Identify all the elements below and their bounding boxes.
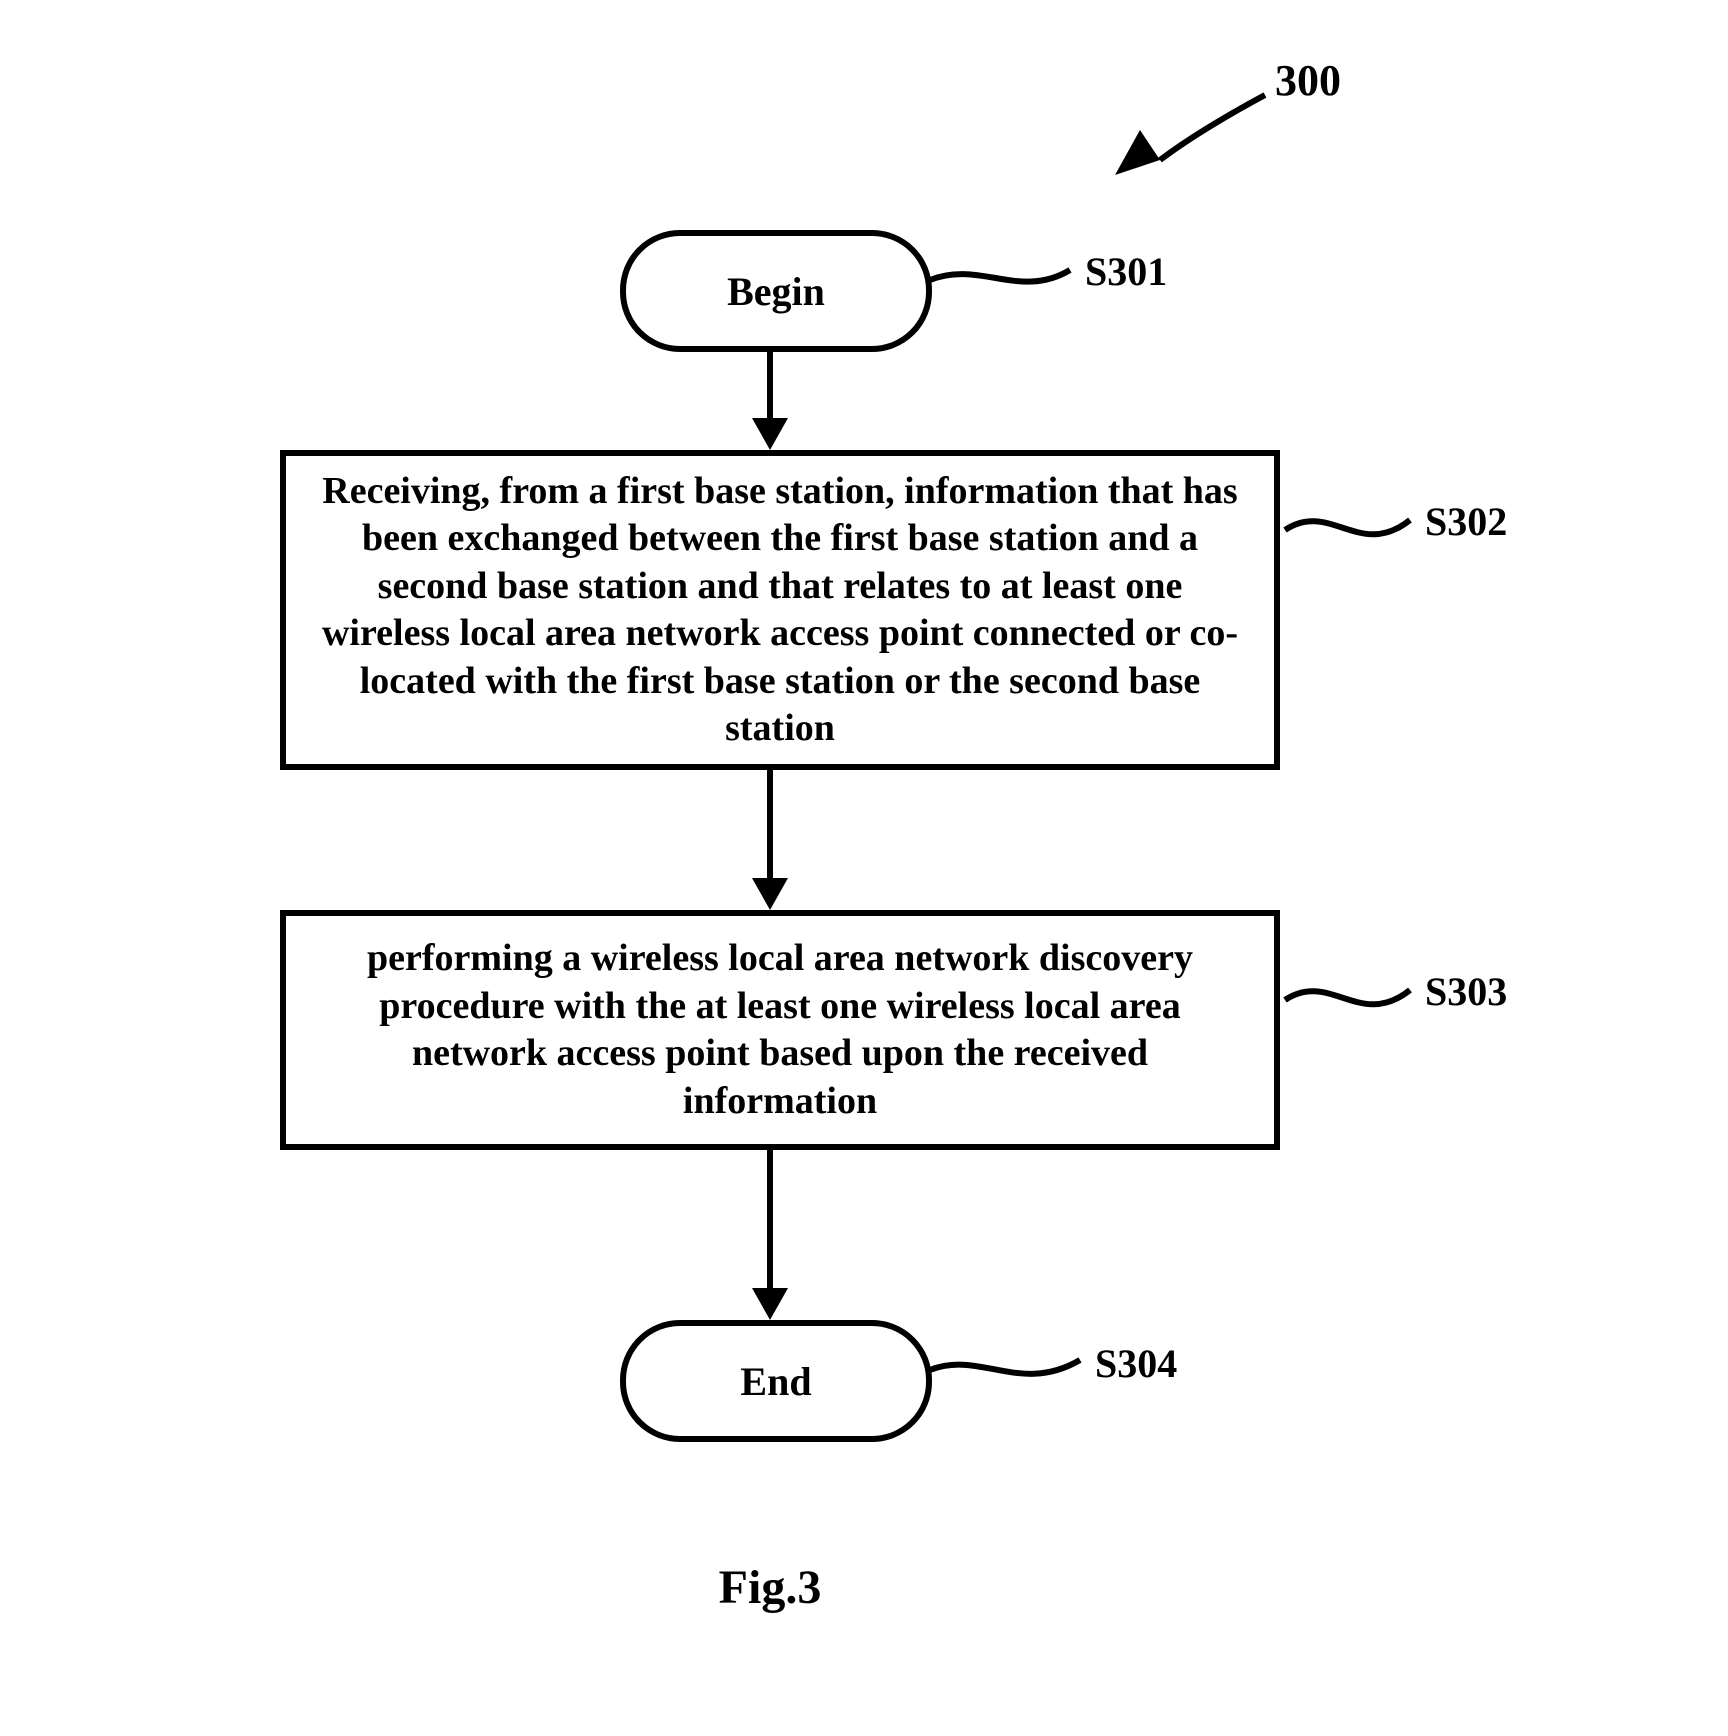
- figure-number-text: 300: [1275, 56, 1341, 105]
- label-s301: S301: [1085, 248, 1167, 295]
- node-step1-text: Receiving, from a first base station, in…: [316, 468, 1244, 753]
- node-step1: Receiving, from a first base station, in…: [280, 450, 1280, 770]
- label-s303: S303: [1425, 968, 1507, 1015]
- flowchart-canvas: 300 Begin S301 Receiving, from a first b…: [0, 0, 1728, 1736]
- node-step2-text: performing a wireless local area network…: [316, 935, 1244, 1125]
- label-s302: S302: [1425, 498, 1507, 545]
- figure-number-label: 300: [1275, 55, 1341, 106]
- label-s301-text: S301: [1085, 249, 1167, 294]
- node-step2: performing a wireless local area network…: [280, 910, 1280, 1150]
- node-begin-text: Begin: [727, 268, 825, 315]
- node-end: End: [620, 1320, 932, 1442]
- figure-caption: Fig.3: [0, 1560, 1540, 1615]
- node-begin: Begin: [620, 230, 932, 352]
- figure-caption-text: Fig.3: [719, 1561, 822, 1614]
- label-s304-text: S304: [1095, 1341, 1177, 1386]
- label-s302-text: S302: [1425, 499, 1507, 544]
- node-end-text: End: [740, 1358, 811, 1405]
- label-s303-text: S303: [1425, 969, 1507, 1014]
- label-s304: S304: [1095, 1340, 1177, 1387]
